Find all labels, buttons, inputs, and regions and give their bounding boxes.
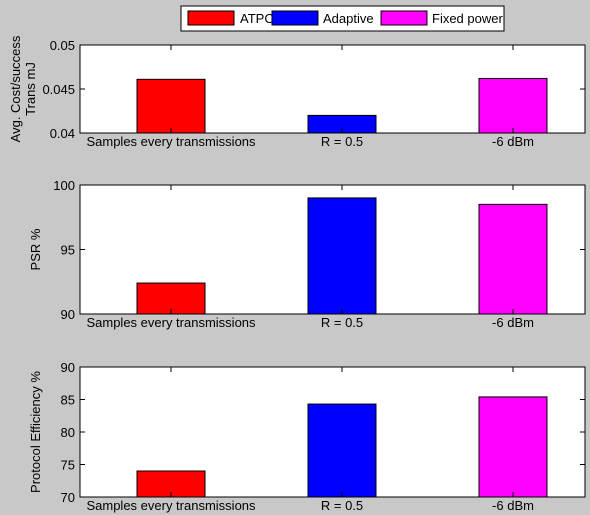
y-axis-label: Avg. Cost/success [8, 35, 23, 142]
x-tick-label: R = 0.5 [321, 134, 363, 149]
y-tick-label: 0.04 [50, 126, 75, 141]
x-tick-label: Samples every transmissions [86, 315, 256, 330]
x-tick-label: R = 0.5 [321, 498, 363, 513]
chart-panel-2: 90 95 100 Samples every transmissions R = 0.… [28, 178, 586, 330]
bar-2-3 [478, 203, 548, 315]
bar-1-1 [136, 78, 206, 134]
legend-label-fixed-power: Fixed power [432, 11, 503, 26]
legend-label-adaptive: Adaptive [323, 11, 374, 26]
y-tick-label: 0.045 [42, 82, 75, 97]
bar-3-2 [307, 403, 377, 498]
y-tick-label: 90 [61, 307, 75, 322]
legend: ATPC Adaptive Fixed power [180, 5, 505, 32]
legend-swatch-adaptive [271, 10, 319, 26]
y-axis-label: Protocol Efficiency % [28, 371, 43, 493]
legend-swatch-fixed-power [380, 10, 428, 26]
x-tick-label: -6 dBm [492, 134, 534, 149]
bar-2-2 [307, 197, 377, 315]
y-tick-label: 100 [53, 178, 75, 193]
y-tick-label: 70 [61, 490, 75, 505]
bar-2-1 [136, 282, 206, 315]
x-tick-label: R = 0.5 [321, 315, 363, 330]
legend-swatch-atpc [187, 10, 235, 26]
legend-item-atpc: ATPC [187, 10, 274, 26]
y-tick-label: 80 [61, 425, 75, 440]
y-axis-label: PSR % [28, 228, 43, 270]
x-tick-label: Samples every transmissions [86, 134, 256, 149]
legend-box [180, 5, 505, 32]
y-tick-label: 90 [61, 360, 75, 375]
bar-3-3 [478, 396, 548, 498]
legend-item-adaptive: Adaptive [271, 10, 374, 26]
legend-item-fixed-power: Fixed power [380, 10, 503, 26]
chart-panel-1: 0.04 0.045 0.05 Samples every transmissions… [8, 35, 586, 149]
chart-panel-3: 70 75 80 85 90 Samples every transmissions R =… [28, 360, 586, 513]
bar-1-3 [478, 77, 548, 134]
y-tick-label: 85 [61, 393, 75, 408]
y-tick-label: 75 [61, 458, 75, 473]
x-tick-label: Samples every transmissions [86, 498, 256, 513]
y-axis-label: Trans mJ [23, 62, 38, 116]
x-tick-label: -6 dBm [492, 498, 534, 513]
y-tick-label: 0.05 [50, 38, 75, 53]
legend-label-atpc: ATPC [240, 11, 274, 26]
y-tick-label: 95 [61, 243, 75, 258]
x-tick-label: -6 dBm [492, 315, 534, 330]
